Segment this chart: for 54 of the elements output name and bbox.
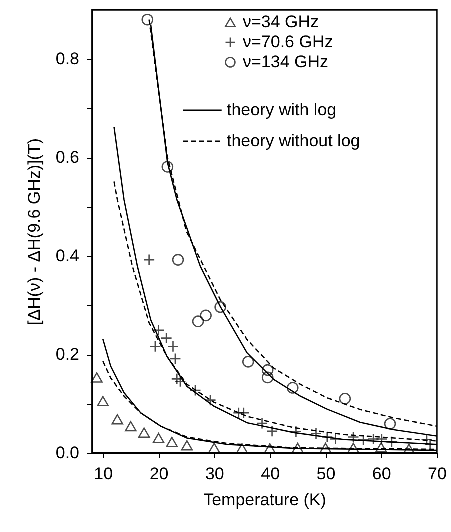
point [150, 340, 162, 353]
x-tick-label: 50 [316, 464, 336, 484]
point [242, 356, 254, 368]
y-tick-label: 0.2 [56, 345, 80, 364]
point [368, 433, 380, 446]
x-tick-label: 30 [205, 464, 224, 484]
point [97, 396, 110, 407]
x-tick-label: 10 [94, 464, 114, 484]
point [286, 382, 299, 394]
point [348, 442, 360, 454]
point [256, 418, 268, 430]
x-axis-title: Temperature (K) [204, 490, 326, 510]
point [166, 436, 178, 448]
point [162, 161, 174, 173]
y-axis-title: [ΔH(ν) - ΔH(9.6 GHz)](T) [24, 138, 44, 326]
point [160, 332, 172, 344]
point [142, 14, 154, 26]
point [375, 442, 388, 453]
x-tick-label: 40 [261, 464, 280, 484]
y-tick-label: 0.4 [56, 246, 80, 266]
point [152, 433, 165, 444]
point [262, 372, 274, 384]
point [172, 254, 184, 266]
x-tick-label: 70 [428, 464, 447, 484]
point [181, 440, 194, 451]
point [384, 418, 396, 430]
point [138, 428, 150, 438]
point [152, 324, 165, 336]
legend-label: ν=70.6 GHz [243, 32, 334, 52]
legend-label: theory with log [227, 100, 337, 120]
point [238, 407, 250, 420]
y-tick-label: 0.6 [56, 148, 80, 168]
point [214, 301, 226, 314]
point [320, 442, 332, 454]
legend-label: ν=134 GHz [243, 52, 329, 72]
point [170, 353, 182, 365]
point [112, 414, 124, 425]
point [143, 254, 156, 266]
point [208, 442, 220, 454]
point [339, 392, 352, 405]
point [192, 316, 204, 328]
point [292, 442, 304, 454]
y-tick-label: 0.0 [56, 444, 80, 462]
x-tick-label: 60 [372, 464, 392, 484]
point [262, 364, 274, 376]
point [91, 372, 103, 383]
point [376, 433, 388, 446]
point [403, 444, 416, 454]
legend-label: theory without log [227, 132, 360, 150]
y-tick-label: 0.8 [56, 50, 80, 69]
point [200, 310, 212, 322]
point [125, 421, 137, 432]
x-tick-label: 20 [150, 464, 169, 484]
legend-label: ν=34 GHz [243, 12, 320, 32]
